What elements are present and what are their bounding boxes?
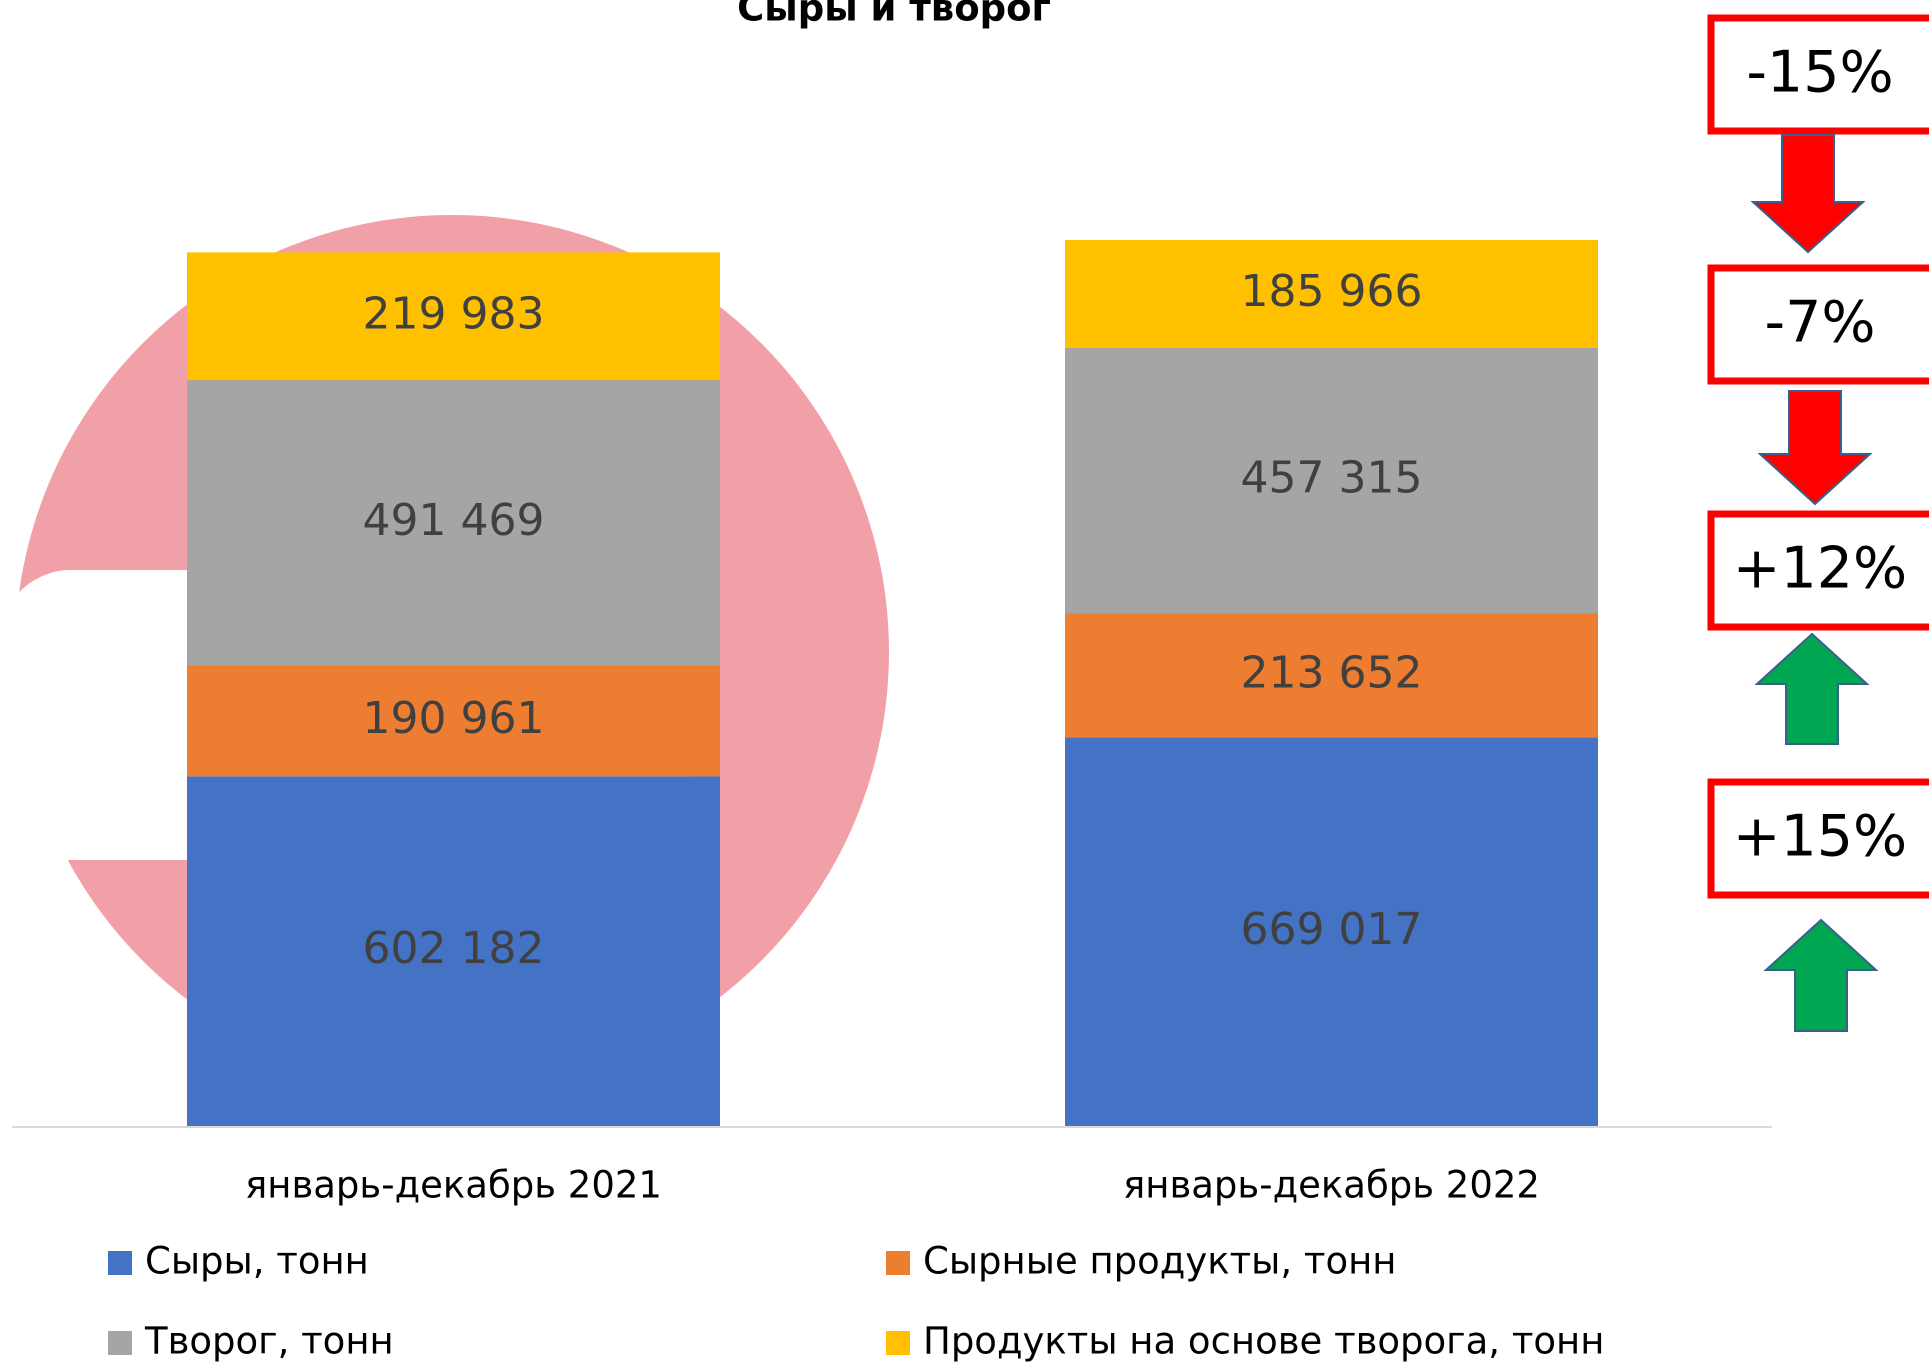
value-label: 669 017 — [1241, 904, 1423, 955]
chart-title: Сыры и творог — [737, 0, 1051, 30]
legend-label: Сырные продукты, тонн — [923, 1240, 1396, 1283]
annotation-text: +12% — [1733, 536, 1907, 602]
annotation-arrow — [1763, 918, 1879, 1032]
bar-segment — [187, 380, 720, 666]
bar-segment — [1065, 613, 1598, 738]
value-label: 219 983 — [363, 288, 545, 339]
value-label: 190 961 — [363, 693, 545, 744]
legend-label: Продукты на основе творога, тонн — [923, 1320, 1604, 1363]
annotation-text: -7% — [1765, 290, 1876, 356]
annotation-text: -15% — [1746, 40, 1893, 106]
bar-segment — [187, 776, 720, 1126]
x-tick-label: январь-декабрь 2022 — [1123, 1164, 1540, 1207]
annotation-arrow — [1757, 390, 1873, 506]
bar-segment — [1065, 347, 1598, 614]
annotation-box — [1707, 778, 1929, 899]
value-label: 457 315 — [1241, 453, 1423, 504]
x-tick-label: январь-декабрь 2021 — [245, 1164, 662, 1207]
value-label: 602 182 — [363, 923, 545, 974]
value-label: 491 469 — [363, 495, 545, 546]
bar-segment — [187, 252, 720, 381]
annotation-text: +15% — [1733, 804, 1907, 870]
value-label: 185 966 — [1241, 266, 1423, 317]
annotation-box — [1707, 264, 1929, 385]
bar-segment — [1065, 737, 1598, 1126]
legend-swatch — [886, 1251, 910, 1275]
legend-swatch — [886, 1331, 910, 1355]
annotation-arrow — [1754, 632, 1870, 745]
legend-label: Сыры, тонн — [145, 1240, 369, 1283]
bar-segment — [187, 665, 720, 777]
legend-swatch — [108, 1331, 132, 1355]
annotation-box — [1707, 14, 1929, 135]
annotation-box — [1707, 510, 1929, 631]
legend-swatch — [108, 1251, 132, 1275]
value-label: 213 652 — [1241, 648, 1423, 699]
bar-segment — [1065, 240, 1598, 348]
legend-label: Творог, тонн — [144, 1320, 394, 1363]
annotation-arrow — [1750, 134, 1866, 254]
